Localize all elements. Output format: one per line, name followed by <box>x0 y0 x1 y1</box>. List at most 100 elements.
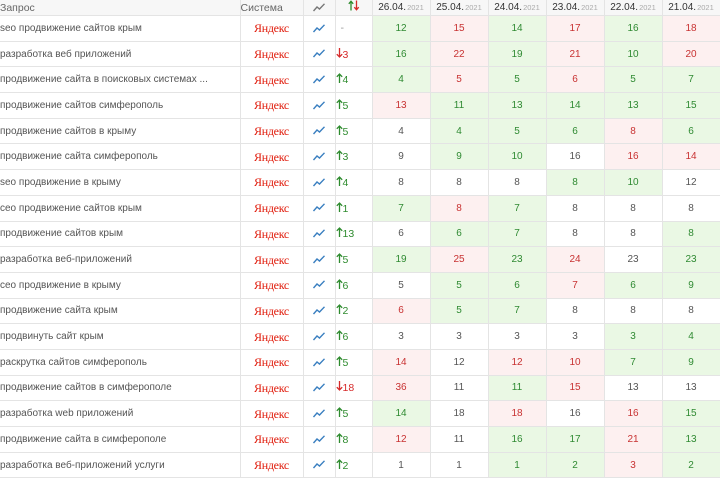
header-date[interactable]: 24.04.2021 <box>488 0 547 16</box>
arrow-up-icon <box>335 150 343 161</box>
position-cell: 5 <box>430 298 489 325</box>
line-chart-icon[interactable] <box>312 409 326 418</box>
search-system: Яндекс <box>240 169 304 196</box>
query-text[interactable]: разработка веб-приложений <box>0 246 241 273</box>
table-row: продвижение сайта в поисковых системах .… <box>0 66 720 94</box>
position-cell: 10 <box>546 349 605 376</box>
position-cell: 13 <box>488 92 547 119</box>
chart-cell[interactable] <box>303 375 336 402</box>
position-cell: 25 <box>430 246 489 273</box>
line-chart-icon[interactable] <box>312 383 326 392</box>
line-chart-icon[interactable] <box>312 280 326 289</box>
dynamics-cell: 4 <box>335 169 373 196</box>
chart-cell[interactable] <box>303 400 336 427</box>
search-system: Яндекс <box>240 66 304 94</box>
query-text[interactable]: seo продвижение сайтов крым <box>0 15 241 42</box>
chart-cell[interactable] <box>303 298 336 325</box>
dynamics-none: - <box>340 22 345 35</box>
dynamics-cell: 18 <box>335 375 373 402</box>
chart-cell[interactable] <box>303 323 336 350</box>
line-chart-icon[interactable] <box>312 460 326 469</box>
line-chart-icon[interactable] <box>312 178 326 187</box>
chart-cell[interactable] <box>303 66 336 94</box>
line-chart-icon[interactable] <box>312 434 326 444</box>
arrow-up-icon <box>335 253 343 264</box>
line-chart-icon[interactable] <box>312 332 326 341</box>
line-chart-icon[interactable] <box>312 357 326 367</box>
line-chart-icon[interactable] <box>312 75 326 84</box>
chart-cell[interactable] <box>303 92 336 119</box>
chart-cell[interactable] <box>303 221 336 248</box>
query-text[interactable]: продвижение сайта крым <box>0 298 241 325</box>
query-text[interactable]: сео продвижение сайтов крым <box>0 195 241 222</box>
query-text[interactable]: продвижение сайта в симферополе <box>0 426 241 453</box>
dynamics-cell: 5 <box>335 118 373 145</box>
position-cell: 7 <box>546 272 605 299</box>
table-row: продвижение сайта в симферополе Яндекс 8 12… <box>0 426 720 453</box>
chart-cell[interactable] <box>303 118 336 145</box>
line-chart-icon[interactable] <box>312 126 326 135</box>
query-text[interactable]: раскрутка сайтов симферополь <box>0 349 241 376</box>
dynamics-up: 1 <box>335 201 348 215</box>
line-chart-icon[interactable] <box>312 100 326 110</box>
chart-cell[interactable] <box>303 15 336 42</box>
header-date[interactable]: 22.04.2021 <box>604 0 663 16</box>
chart-cell[interactable] <box>303 246 336 273</box>
search-system: Яндекс <box>240 323 304 350</box>
chart-cell[interactable] <box>303 41 336 68</box>
position-cell: 7 <box>488 195 547 222</box>
line-chart-icon[interactable] <box>312 152 326 161</box>
header-date[interactable]: 21.04.2021 <box>662 0 720 16</box>
line-chart-icon[interactable] <box>312 49 326 58</box>
query-text[interactable]: продвижение сайтов симферополь <box>0 92 241 119</box>
yandex-logo: Яндекс <box>254 201 289 216</box>
chart-cell[interactable] <box>303 272 336 299</box>
query-text[interactable]: разработка веб приложений <box>0 41 241 68</box>
header-date[interactable]: 25.04.2021 <box>430 0 489 16</box>
line-chart-icon[interactable] <box>312 255 326 264</box>
position-cell: 3 <box>488 323 547 350</box>
arrow-up-icon <box>335 124 343 135</box>
position-cell: 8 <box>372 169 431 196</box>
chart-cell[interactable] <box>303 195 336 222</box>
yandex-logo: Яндекс <box>254 355 289 370</box>
chart-cell[interactable] <box>303 426 336 453</box>
position-cell: 6 <box>546 66 605 94</box>
line-chart-icon[interactable] <box>312 229 326 238</box>
query-text[interactable]: продвижение сайта в поисковых системах .… <box>0 66 241 94</box>
query-text[interactable]: разработка web приложений <box>0 400 241 427</box>
arrow-up-icon <box>335 304 343 315</box>
chart-cell[interactable] <box>303 452 336 479</box>
query-text[interactable]: продвинуть сайт крым <box>0 323 241 350</box>
position-cell: 8 <box>662 221 720 248</box>
query-text[interactable]: seo продвижение в крыму <box>0 169 241 196</box>
header-system[interactable]: Система <box>240 0 304 16</box>
line-chart-icon[interactable] <box>312 23 326 33</box>
query-text[interactable]: продвижение сайтов крым <box>0 221 241 248</box>
dynamics-cell: - <box>335 15 373 42</box>
chart-cell[interactable] <box>303 349 336 376</box>
chart-cell[interactable] <box>303 169 336 196</box>
position-cell: 5 <box>488 66 547 94</box>
query-text[interactable]: сео продвижение в крыму <box>0 272 241 299</box>
query-text[interactable]: продвижение сайтов в крыму <box>0 118 241 145</box>
position-cell: 13 <box>662 375 720 402</box>
dynamics-up: 2 <box>335 458 348 472</box>
chart-cell[interactable] <box>303 143 336 171</box>
position-cell: 5 <box>430 272 489 299</box>
query-text[interactable]: продвижение сайтов в симферополе <box>0 375 241 402</box>
yandex-logo: Яндекс <box>254 432 289 447</box>
header-dynamics[interactable] <box>335 0 373 16</box>
position-cell: 15 <box>546 375 605 402</box>
line-chart-icon[interactable] <box>312 306 326 315</box>
header-date[interactable]: 23.04.2021 <box>546 0 605 16</box>
position-cell: 8 <box>546 195 605 222</box>
query-text[interactable]: разработка веб-приложений услуги <box>0 452 241 479</box>
header-date[interactable]: 26.04.2021 <box>372 0 431 16</box>
line-chart-icon[interactable] <box>312 203 326 212</box>
dynamics-up: 5 <box>335 355 348 369</box>
query-text[interactable]: продвижение сайта симферополь <box>0 143 241 171</box>
header-query[interactable]: Запрос <box>0 0 241 16</box>
search-system: Яндекс <box>240 221 304 248</box>
